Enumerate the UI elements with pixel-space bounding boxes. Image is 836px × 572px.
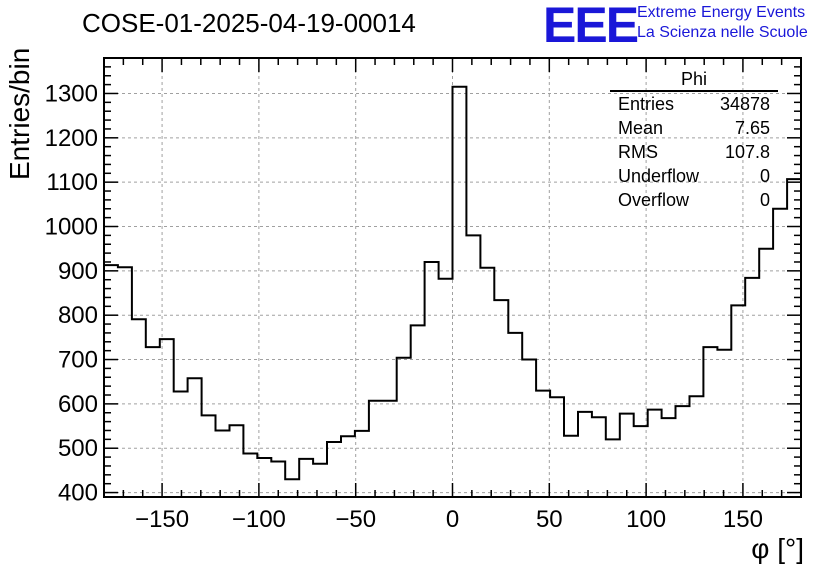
y-axis-ticks	[104, 57, 801, 494]
x-tick-label: −150	[135, 506, 189, 533]
chart-title: COSE-01-2025-04-19-00014	[82, 8, 416, 38]
stats-label: RMS	[618, 142, 658, 162]
x-tick-label: −50	[335, 506, 376, 533]
y-tick-label: 1100	[46, 169, 98, 196]
stats-label: Mean	[618, 118, 664, 138]
stats-row-mean: Mean 7.65	[610, 116, 778, 140]
logo-subtitle-2: La Scienza nelle Scuole	[637, 24, 808, 41]
x-tick-label: 50	[536, 506, 563, 533]
stats-row-overflow: Overflow 0	[610, 188, 778, 212]
y-tick-label: 700	[58, 347, 98, 374]
stats-title: Phi	[610, 68, 778, 92]
stats-value: 7.65	[734, 118, 770, 138]
y-tick-label: 500	[58, 435, 98, 462]
stats-row-underflow: Underflow 0	[610, 164, 778, 188]
y-axis-label: Entries/bin	[4, 47, 35, 180]
stats-value: 0	[759, 166, 770, 186]
x-axis-ticks	[103, 58, 802, 497]
x-axis-tick-labels: −150 −100 −50 0 50 100 150	[135, 506, 763, 533]
y-tick-label: 600	[58, 391, 98, 418]
stats-label: Overflow	[618, 190, 690, 210]
stats-value: 34878	[719, 94, 770, 114]
x-axis-label: φ [°]	[751, 533, 804, 564]
x-tick-label: 100	[626, 506, 666, 533]
stats-label: Entries	[618, 94, 675, 114]
stats-box: Phi Entries 34878 Mean 7.65 RMS 107.8 Un…	[610, 68, 778, 212]
y-axis-tick-labels: 400 500 600 700 800 900 1000 1100 1200 1300	[45, 80, 98, 506]
x-tick-label: 0	[446, 506, 459, 533]
y-tick-label: 400	[58, 480, 98, 507]
stats-label: Underflow	[618, 166, 700, 186]
y-tick-label: 800	[58, 302, 98, 329]
stats-value: 107.8	[724, 142, 770, 162]
x-tick-label: 150	[723, 506, 763, 533]
y-tick-label: 1200	[45, 125, 98, 152]
histogram-series	[104, 85, 801, 481]
stats-value: 0	[759, 190, 770, 210]
eee-logo: EEE	[543, 0, 639, 53]
y-tick-label: 900	[58, 258, 98, 285]
y-tick-label: 1000	[45, 214, 98, 241]
stats-row-entries: Entries 34878	[610, 92, 778, 116]
y-tick-label: 1300	[45, 80, 98, 107]
x-tick-label: −100	[232, 506, 286, 533]
stats-row-rms: RMS 107.8	[610, 140, 778, 164]
logo-subtitle-1: Extreme Energy Events	[637, 4, 806, 21]
